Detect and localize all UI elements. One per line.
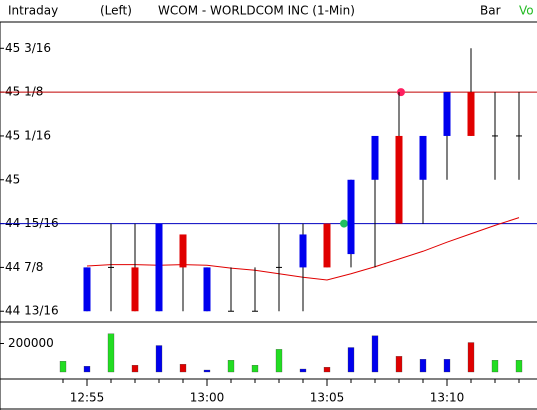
volume-bar [107,333,115,373]
volume-bar [251,365,259,373]
mode-label: Intraday [8,4,58,18]
volume-bar [515,360,523,373]
candle-body [83,267,91,312]
volume-bar [491,360,499,373]
volume-bar [299,368,307,373]
candle-body [347,179,355,255]
candle-body [371,135,379,180]
volume-bar [155,345,163,373]
candle-body [395,135,403,224]
volume-bar [467,342,475,373]
x-tick-label: 13:00 [190,391,225,405]
y-tick-label: 45 3/16 [5,41,51,55]
volume-bar [179,364,187,373]
volume-bar [203,369,211,373]
chart-title: WCOM - WORLDCOM INC (1-Min) [158,4,355,18]
candle-body [443,92,451,136]
y-tick-label: 44 13/16 [5,304,59,318]
x-tick-label: 13:10 [430,391,465,405]
candle-body [179,234,187,268]
extra-label: Vo [519,4,534,18]
volume-bar [419,359,427,373]
candle-body [203,267,211,312]
volume-bar [275,349,283,373]
reference-marker [340,219,348,228]
volume-bar [83,366,91,373]
volume-bar [323,367,331,373]
x-tick-label: 13:05 [310,391,345,405]
candle-body [299,234,307,268]
volume-bar [131,365,139,373]
reference-marker [397,88,405,97]
volume-bar [59,361,67,373]
volume-bar [347,347,355,373]
x-tick-label: 12:55 [70,391,105,405]
volume-bar [227,360,235,373]
volume-tick-label: 200000 [8,336,54,350]
candle-body [323,223,331,268]
candle-body [419,135,427,180]
volume-bar [443,359,451,373]
candle-body [155,223,163,312]
style-label: Bar [480,4,501,18]
candle-body [467,92,475,136]
candle-body [131,267,139,312]
side-label: (Left) [100,4,132,18]
y-tick-label: 45 [5,172,20,186]
y-tick-label: 44 7/8 [5,260,43,274]
volume-bar [371,335,379,373]
y-tick-label: 45 1/16 [5,128,51,142]
volume-bar [395,356,403,373]
